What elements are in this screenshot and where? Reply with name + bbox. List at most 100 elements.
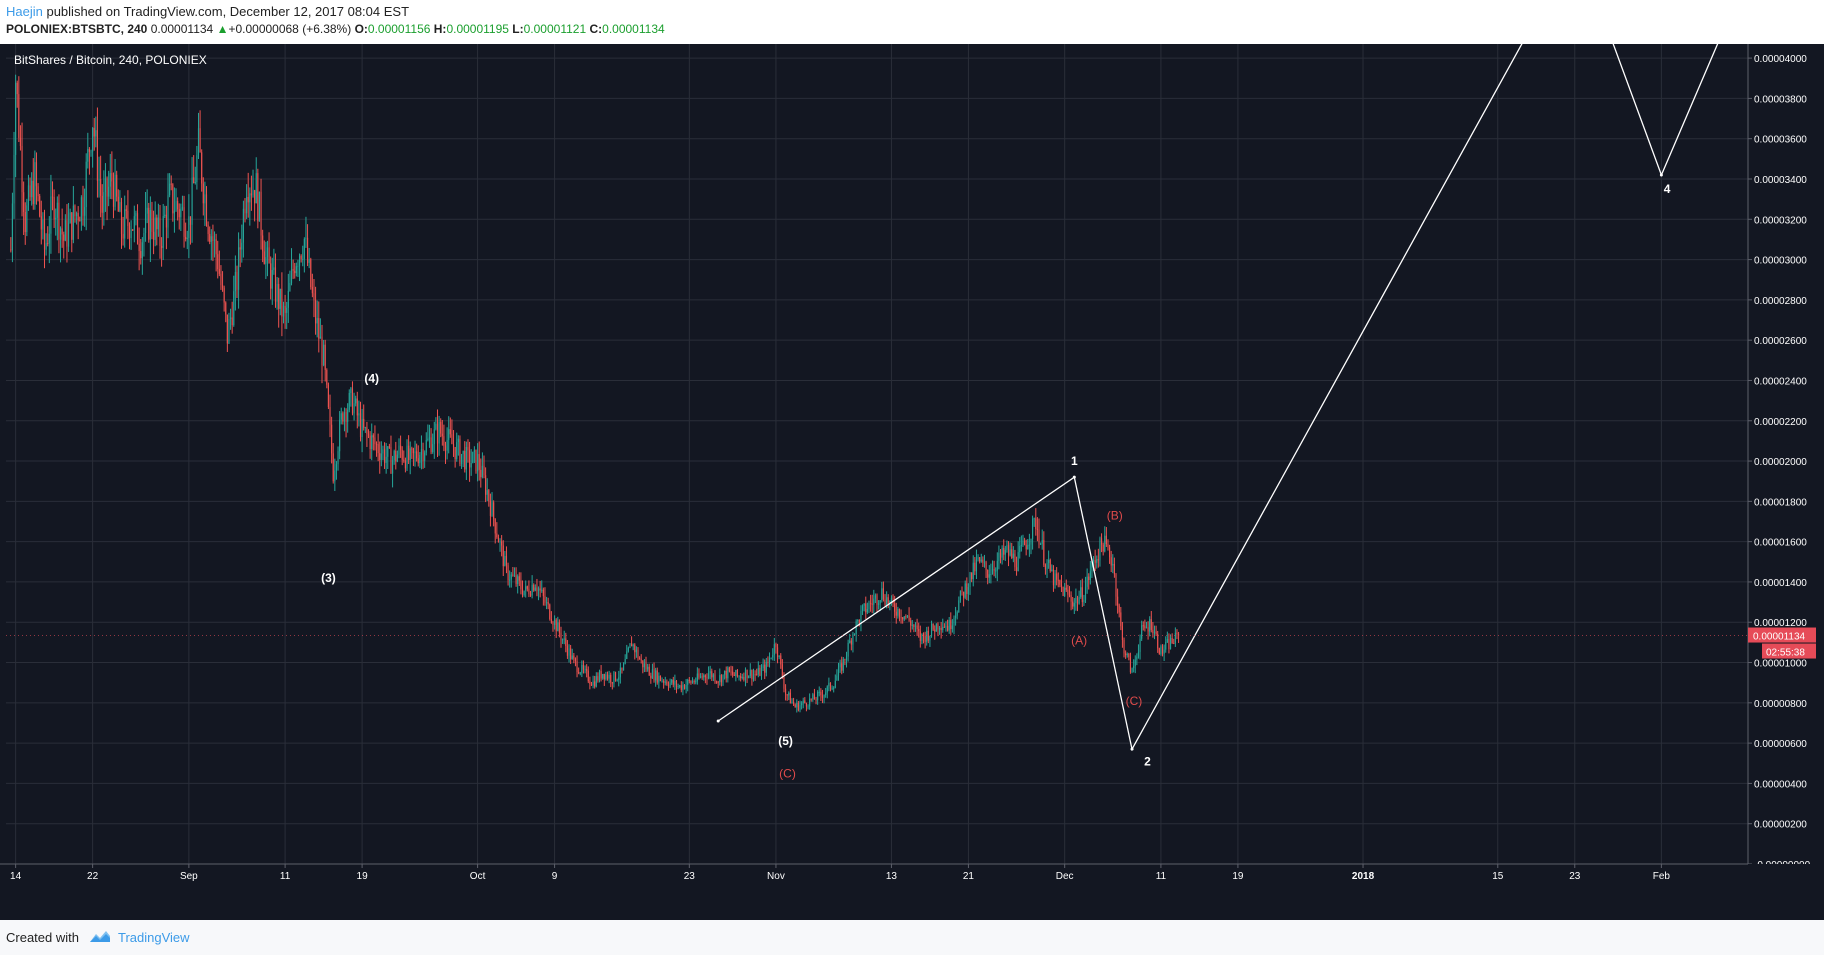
candle-body — [724, 670, 726, 675]
candle-body — [1062, 586, 1064, 596]
candle-body — [974, 562, 976, 572]
candle-body — [430, 437, 432, 453]
candle-body — [833, 687, 835, 689]
time-axis[interactable]: 14 22 Sep 11 19 Oct 9 23 Nov 13 21 Dec 11 19 2018 15 23 F… — [0, 863, 1824, 920]
candle-body — [342, 413, 344, 422]
candle-body — [594, 681, 596, 687]
candle-body — [359, 413, 362, 438]
candle-body — [932, 623, 934, 630]
candle-body — [268, 247, 270, 264]
candle-body — [315, 299, 317, 324]
candle-body — [483, 465, 485, 476]
candle-body — [823, 695, 825, 698]
candle-body — [19, 137, 21, 147]
candle-body — [127, 210, 129, 227]
candle-body — [873, 598, 875, 605]
candle-body — [383, 449, 386, 463]
candle-body — [337, 451, 339, 465]
candle-body — [149, 210, 151, 240]
candle-body — [1083, 599, 1085, 603]
candle-body — [507, 565, 509, 581]
candle-body — [109, 173, 111, 187]
candle-body — [181, 207, 184, 209]
candle-body — [409, 448, 411, 461]
candle-body — [225, 302, 227, 315]
candle-body — [132, 229, 134, 231]
price-tick-label: 0.00001200 — [1754, 618, 1807, 629]
candle-body — [911, 624, 913, 626]
candle-body — [197, 128, 200, 156]
candle-body — [207, 224, 209, 234]
time-tick-label: Sep — [180, 871, 198, 882]
candle-body — [480, 469, 482, 478]
candle-body — [199, 128, 201, 153]
candle-body — [183, 207, 185, 237]
candle-body — [297, 265, 299, 267]
candle-body — [603, 673, 605, 680]
candle-body — [274, 267, 277, 302]
candle-body — [991, 569, 994, 575]
candle-body — [212, 236, 214, 242]
candle-body — [953, 617, 955, 626]
candle-body — [1073, 603, 1075, 607]
candle-body — [276, 284, 278, 302]
candle-body — [637, 649, 639, 659]
candle-body — [813, 694, 816, 700]
wave-labels: (4) (3) (5) (C) 1 (B) (A) (C) 2 4 — [321, 182, 1671, 780]
candle-body — [167, 195, 169, 228]
candle-body — [223, 287, 225, 303]
candlestick-chart[interactable]: (4) (3) (5) (C) 1 (B) (A) (C) 2 4 0.00004000 0.000… — [0, 44, 1824, 920]
candle-body — [834, 680, 836, 688]
candle-body — [515, 575, 517, 585]
price-tick-label: 0.00003400 — [1754, 175, 1807, 186]
candle-body — [56, 202, 58, 218]
candle-body — [570, 648, 572, 660]
close-value: 0.00001134 — [602, 22, 665, 36]
candle-body — [416, 451, 418, 459]
candle-body — [34, 162, 36, 204]
candle-body — [186, 237, 188, 240]
candle-body — [955, 615, 957, 618]
tradingview-link[interactable]: TradingView — [118, 930, 190, 945]
candle-body — [611, 682, 613, 684]
candle-body — [432, 444, 434, 453]
candle-body — [1096, 559, 1098, 563]
candle-body — [80, 197, 82, 222]
candle-body — [1049, 559, 1051, 571]
candle-body — [67, 222, 70, 247]
candle-body — [347, 409, 349, 422]
candle-body — [586, 669, 588, 671]
candle-body — [279, 288, 281, 309]
candle-body — [1014, 553, 1016, 568]
candle-body — [1027, 545, 1029, 550]
chart-area[interactable]: (4) (3) (5) (C) 1 (B) (A) (C) 2 4 0.00004000 0.000… — [0, 44, 1824, 920]
candle-body — [1165, 642, 1167, 650]
candle-body — [87, 149, 89, 162]
candle-body — [241, 242, 243, 250]
candle-body — [201, 152, 203, 184]
candle-body — [154, 217, 156, 240]
candle-body — [870, 602, 872, 604]
candle-body — [457, 438, 459, 443]
price-tick-label: 0.00002400 — [1754, 376, 1807, 387]
candle-body — [1136, 656, 1138, 660]
candle-body — [975, 559, 978, 572]
candle-body — [1163, 649, 1165, 654]
symbol-line: POLONIEX:BTSBTC, 240 0.00001134 ▲+0.0000… — [6, 22, 665, 36]
author-link[interactable]: Haejin — [6, 4, 43, 19]
candle-body — [821, 695, 824, 698]
candle-body — [286, 307, 288, 313]
candle-body — [239, 247, 241, 250]
candle-body — [783, 677, 785, 689]
candle-body — [1121, 626, 1123, 641]
candle-body — [451, 434, 453, 445]
candle-body — [419, 454, 421, 464]
tradingview-cloud-icon[interactable] — [88, 928, 112, 944]
candle-body — [929, 635, 931, 641]
candle-body — [910, 620, 912, 626]
candle-body — [592, 681, 594, 686]
candle-body — [371, 435, 373, 450]
candle-body — [1068, 594, 1071, 596]
candle-body — [793, 701, 795, 705]
candle-body — [111, 173, 113, 182]
